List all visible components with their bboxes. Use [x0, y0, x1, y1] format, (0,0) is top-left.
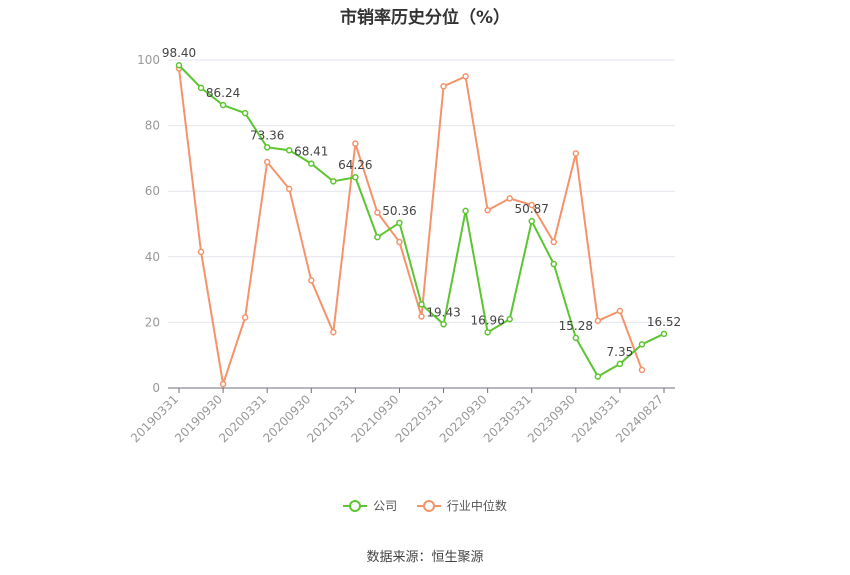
data-point	[330, 178, 337, 185]
grid-lines	[168, 59, 675, 323]
data-point	[528, 217, 535, 225]
data-point	[263, 144, 271, 151]
data-point	[594, 317, 602, 325]
data-label: 98.40	[162, 46, 196, 60]
data-point	[418, 301, 425, 308]
data-point	[263, 158, 271, 166]
y-tick-label: 0	[152, 381, 160, 395]
data-point	[241, 314, 249, 321]
legend-item-company[interactable]: 公司	[343, 497, 397, 514]
legend-item-industry-median[interactable]: 行业中位数	[416, 497, 507, 514]
y-tick-label: 80	[145, 119, 160, 133]
data-label: 64.26	[338, 158, 372, 172]
data-point	[462, 207, 469, 215]
data-label: 16.96	[470, 313, 504, 327]
x-tick-label: 20240827	[613, 392, 666, 445]
chart-title: 市销率历史分位（%）	[339, 8, 511, 28]
data-point	[484, 329, 491, 336]
data-label: 7.35	[607, 345, 634, 359]
data-point	[352, 140, 359, 147]
data-point	[396, 238, 403, 246]
data-point	[418, 313, 425, 320]
data-label: 68.41	[294, 145, 328, 159]
data-point	[462, 73, 469, 80]
legend-swatch-industry-median	[416, 499, 441, 512]
data-point	[374, 209, 381, 216]
data-point	[285, 185, 293, 193]
series-lines	[175, 61, 668, 388]
data-label: 50.36	[382, 204, 416, 218]
data-labels: 98.40 86.24 73.36 68.41 64.26 50.36 19.43 16.96…	[162, 46, 681, 359]
y-tick-label: 20	[145, 315, 160, 329]
data-label: 50.87	[515, 202, 549, 216]
legend: 公司 行业中位数	[0, 497, 850, 515]
data-point	[219, 380, 227, 388]
data-label: 15.28	[559, 319, 593, 333]
data-point	[572, 150, 580, 157]
data-point	[440, 321, 447, 328]
data-point	[506, 315, 513, 323]
data-point	[197, 84, 205, 92]
legend-label-industry-median: 行业中位数	[446, 499, 507, 513]
data-point	[308, 277, 315, 284]
y-tick-label: 60	[145, 184, 160, 198]
data-point	[440, 82, 447, 90]
legend-swatch-company	[343, 499, 368, 512]
data-point	[572, 334, 580, 342]
data-point	[285, 146, 293, 154]
data-point	[484, 206, 491, 214]
y-tick-label: 100	[137, 53, 160, 67]
data-point	[528, 201, 535, 209]
data-point	[506, 195, 513, 202]
data-point	[638, 366, 646, 374]
data-point	[219, 101, 227, 109]
data-point	[616, 307, 624, 315]
data-point	[616, 360, 624, 368]
data-point	[308, 160, 315, 167]
data-point	[330, 328, 337, 336]
data-label: 16.52	[647, 315, 681, 329]
data-source: 数据来源：恒生聚源	[366, 550, 484, 565]
data-label: 73.36	[250, 128, 284, 142]
data-point	[550, 238, 558, 246]
legend-label-company: 公司	[373, 499, 398, 513]
data-point	[396, 219, 403, 227]
data-point	[241, 109, 249, 117]
data-label: 19.43	[426, 305, 460, 319]
data-label: 86.24	[206, 86, 240, 100]
data-point	[660, 330, 668, 338]
data-point	[374, 233, 381, 241]
data-point	[197, 248, 205, 256]
data-point	[352, 173, 359, 181]
data-point	[594, 373, 602, 380]
data-point	[638, 341, 646, 348]
series-line-industry-median	[178, 68, 643, 385]
data-point	[550, 260, 558, 268]
data-point	[175, 61, 183, 69]
y-tick-label: 40	[145, 250, 160, 264]
